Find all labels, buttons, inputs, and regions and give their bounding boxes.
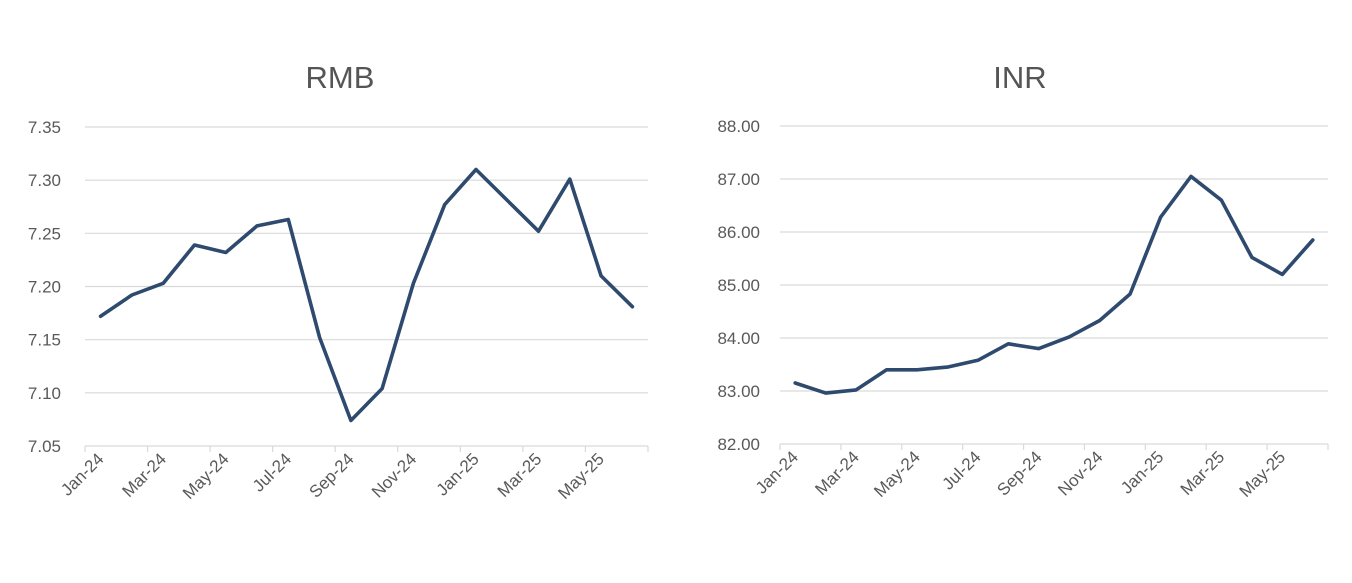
x-tick-label: Jan-24 [57, 449, 107, 499]
x-tick-label: Mar-24 [119, 449, 171, 501]
x-tick-label: Mar-24 [811, 447, 863, 499]
x-tick-label: Jul-24 [939, 447, 985, 493]
x-tick-label: Nov-24 [1054, 447, 1106, 499]
y-tick-label: 88.00 [717, 117, 760, 136]
x-tick-label: Mar-25 [1177, 447, 1229, 499]
x-tick-label: Jul-24 [249, 449, 295, 495]
series-line [101, 170, 633, 421]
x-tick-label: Mar-25 [494, 449, 546, 501]
y-tick-label: 7.10 [28, 384, 61, 403]
x-tick-label: Jan-24 [752, 447, 802, 497]
y-tick-label: 7.30 [28, 171, 61, 190]
x-tick-label: Sep-24 [993, 447, 1045, 499]
x-tick-label: May-25 [554, 449, 608, 503]
x-tick-label: Sep-24 [305, 449, 357, 501]
chart-inr: INR 82.00 83.00 84.00 85.00 86.00 87.00 88.00 Ja… [717, 60, 1328, 501]
x-tick-label: May-24 [179, 449, 233, 503]
y-tick-label: 7.05 [28, 437, 61, 456]
y-tick-label: 83.00 [717, 382, 760, 401]
y-tick-label: 82.00 [717, 435, 760, 454]
chart-title: RMB [306, 60, 375, 95]
x-tick-label: Jan-25 [1117, 447, 1167, 497]
x-tick-label: Nov-24 [368, 449, 420, 501]
y-tick-label: 84.00 [717, 329, 760, 348]
chart-title: INR [993, 60, 1046, 95]
y-tick-label: 86.00 [717, 223, 760, 242]
y-tick-label: 87.00 [717, 170, 760, 189]
y-tick-label: 7.35 [28, 118, 61, 137]
y-tick-label: 7.25 [28, 224, 61, 243]
x-tick-label: May-24 [870, 447, 924, 501]
y-tick-label: 7.15 [28, 331, 61, 350]
y-tick-label: 7.20 [28, 278, 61, 297]
y-tick-label: 85.00 [717, 276, 760, 295]
x-tick-label: Jan-25 [433, 449, 483, 499]
x-tick-label: May-25 [1236, 447, 1290, 501]
